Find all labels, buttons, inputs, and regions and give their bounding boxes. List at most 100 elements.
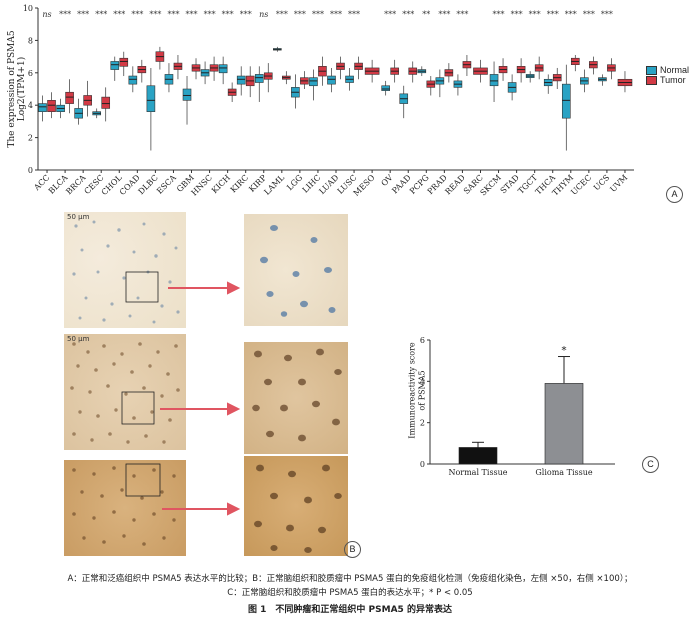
bar-y-tick-label: 0 [420, 460, 425, 469]
significance-star: * [562, 346, 567, 357]
significance-label: *** [240, 10, 252, 19]
panel-label-c: C [642, 456, 659, 473]
micrograph-glioma-low-row3 [64, 460, 186, 556]
nuclei-glioma-high-2 [254, 464, 342, 553]
scale-bar-label: 50 μm [67, 335, 90, 343]
bar-glioma [544, 383, 584, 465]
x-tick-label: UCS [592, 173, 611, 192]
bar-y-tick-label: 2 [420, 419, 425, 428]
significance-label: *** [95, 10, 107, 19]
figure-title: 图 1 不同肿瘤和正常组织中 PSMA5 的异常表达 [248, 605, 452, 615]
legend-label-tumor: Tumor [660, 75, 686, 85]
significance-label: *** [294, 10, 306, 19]
bar-chart: 0 2 4 6 Normal Tissue Glioma Tissue * [420, 336, 615, 477]
box-normal [218, 64, 228, 74]
box-tumor [47, 100, 56, 112]
box-tumor [119, 57, 129, 67]
significance-label: *** [402, 10, 414, 19]
significance-label: *** [276, 10, 288, 19]
x-tick-label: KICH [210, 173, 232, 195]
nuclei-normal-high [260, 225, 336, 317]
micrograph-normal-high [244, 214, 348, 326]
micrograph-glioma-low-1: 50 μm [64, 334, 186, 450]
chart-legend: Normal Tumor [646, 65, 689, 85]
y-tick-label: 8 [28, 36, 33, 45]
bar-ylabel-line1: Immunoreactivity score [407, 342, 417, 439]
figure-caption-line2: C：正常脑组织和胶质瘤中 PSMA5 蛋白的表达水平；* P < 0.05 [227, 588, 473, 598]
scale-bar-label: 50 μm [67, 213, 90, 221]
micrograph-glioma-high-1 [244, 342, 348, 454]
x-tick-label: KIRC [229, 173, 250, 194]
box-normal [309, 77, 318, 87]
box-normal [254, 74, 264, 83]
box-tumor [65, 91, 74, 104]
significance-label: *** [601, 10, 613, 19]
legend-swatch-normal [646, 65, 657, 75]
x-tick-label: LUAD [317, 173, 340, 196]
bar-category-label: Glioma Tissue [535, 468, 592, 477]
significance-label: *** [348, 10, 360, 19]
y-tick-label: 6 [28, 69, 33, 78]
y-tick-label: 2 [28, 134, 33, 143]
bar-category-label: Normal Tissue [448, 468, 507, 477]
significance-label: *** [493, 10, 505, 19]
x-tick-label: UCEC [569, 173, 593, 197]
box-normal [110, 61, 120, 70]
significance-label: *** [583, 10, 595, 19]
boxplot-chart: 0246810nsACC***BLCA***BRCA***CESC***CHOL… [23, 4, 634, 198]
box-normal [182, 88, 192, 101]
box-normal [38, 103, 47, 112]
y-tick-label: 10 [23, 4, 33, 13]
bar-normal [458, 447, 498, 465]
box-normal [236, 75, 246, 85]
significance-label: *** [149, 10, 161, 19]
panel-label-c-text: C [647, 459, 654, 469]
significance-label: ns [259, 10, 268, 19]
significance-label: ns [42, 10, 51, 19]
significance-label: *** [59, 10, 71, 19]
x-tick-label: DLBC [137, 173, 160, 196]
panel-label-b-text: B [349, 544, 356, 554]
box-tumor [101, 96, 111, 109]
bar-ylabel-line2: of PSMA5 [417, 370, 427, 411]
y-tick-label: 4 [28, 101, 33, 110]
box-normal [561, 83, 571, 119]
significance-label: *** [167, 10, 179, 19]
significance-label: ** [422, 10, 430, 19]
significance-label: *** [438, 10, 450, 19]
significance-label: *** [204, 10, 216, 19]
panel-label-a: A [666, 186, 683, 203]
legend-item-tumor: Tumor [646, 75, 689, 85]
ylabel-line2: Log2(TPM+1) [17, 56, 27, 122]
panel-a-boxplot: 0 2 4 6 8 10 ns ACC *** BLCA *** BRCA *** CESC *** CHOL… [0, 0, 700, 208]
box-normal [381, 85, 390, 91]
significance-label: *** [77, 10, 89, 19]
x-tick-label: LAML [262, 173, 286, 197]
legend-item-normal: Normal [646, 65, 689, 75]
panel-c-barchart: 0 2 4 6 Normal Tissue Glioma Tissue * Immunore… [400, 326, 700, 486]
significance-label: *** [384, 10, 396, 19]
figure-caption-line1: A：正常和泛癌组织中 PSMA5 表达水平的比较；B：正常脑组织和胶质瘤中 PS… [67, 574, 633, 584]
significance-label: *** [186, 10, 198, 19]
x-tick-label: BRCA [64, 173, 87, 196]
micrograph-glioma-high-2 [244, 456, 348, 556]
y-tick-label: 0 [28, 166, 33, 175]
significance-label: *** [222, 10, 234, 19]
nuclei-glioma-low-1 [70, 342, 180, 444]
significance-label: *** [547, 10, 559, 19]
bar-y-tick-label: 6 [420, 336, 425, 345]
significance-label: *** [529, 10, 541, 19]
significance-label: *** [456, 10, 468, 19]
micrograph-normal-low: 50 μm [64, 212, 186, 328]
significance-label: *** [565, 10, 577, 19]
box-normal [327, 75, 336, 85]
significance-label: *** [511, 10, 523, 19]
nuclei-glioma-high-1 [252, 348, 342, 442]
nuclei-glioma-low-row3 [72, 463, 176, 546]
significance-label: *** [131, 10, 143, 19]
x-tick-label: ESCA [155, 173, 178, 196]
x-tick-label: READ [443, 173, 466, 196]
panel-label-b: B [344, 541, 361, 558]
box-normal [489, 74, 499, 87]
bar-y-tick-label: 4 [420, 377, 425, 386]
